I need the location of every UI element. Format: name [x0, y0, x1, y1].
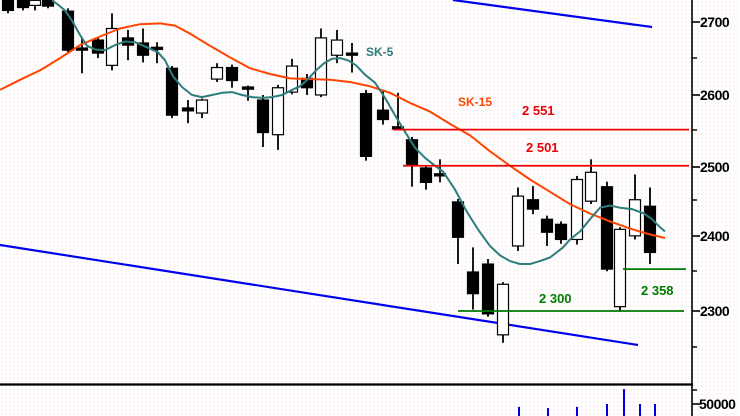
ma-label-sk-15: SK-15 [458, 95, 493, 109]
candle-body [1, 0, 15, 12]
candle-body [210, 66, 224, 80]
candle-body [584, 171, 598, 202]
candle-body [511, 195, 525, 247]
candle-body [554, 223, 568, 241]
candle-body [481, 263, 495, 315]
candle-body [225, 66, 239, 82]
candle-body [256, 99, 270, 134]
level-label: 2 300 [539, 291, 572, 306]
candle-body [466, 271, 480, 295]
candle-body [451, 201, 465, 238]
level-label: 2 358 [641, 283, 674, 298]
candle-body [600, 186, 614, 270]
price-axis-label: 2600 [700, 87, 730, 103]
candle-body [376, 109, 390, 121]
candle-body [496, 283, 510, 336]
candle-body [181, 107, 195, 112]
volume-axis-label: 50000 [699, 396, 736, 412]
candle-body [28, 0, 42, 6]
candle-body [241, 86, 255, 90]
candle-body [61, 10, 75, 51]
candle-body [195, 99, 209, 114]
candle-body [165, 67, 179, 116]
candle-body [526, 199, 540, 210]
level-label: 2 551 [522, 103, 555, 118]
candle-body [136, 42, 150, 56]
level-label: 2 501 [526, 140, 559, 155]
candle-body [75, 47, 89, 51]
price-axis-label: 2700 [700, 14, 730, 30]
trendline [452, 0, 653, 29]
candle-body [345, 52, 359, 56]
trendline [0, 243, 639, 347]
candle-body [91, 39, 105, 54]
candle-body [271, 87, 285, 136]
candle-body [330, 39, 344, 56]
ma-label-sk-5: SK-5 [366, 45, 394, 59]
candle-body [613, 228, 627, 308]
price-axis-label: 2300 [700, 303, 730, 319]
price-axis-label: 2500 [700, 159, 730, 175]
candle-body [540, 218, 554, 233]
price-axis-label: 2400 [700, 228, 730, 244]
ma-line-sk-15 [0, 22, 666, 239]
candle-body [628, 199, 642, 237]
candle-body [16, 0, 30, 9]
candle-body [359, 92, 373, 157]
ma-line-sk-5 [51, 0, 666, 265]
candle-body [643, 205, 657, 254]
candle-body [405, 139, 419, 165]
candle-body [419, 167, 433, 183]
